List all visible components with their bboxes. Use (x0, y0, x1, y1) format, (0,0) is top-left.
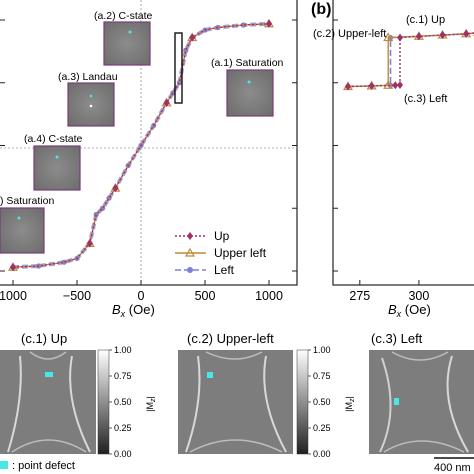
zoom-series-line-upper-left (347, 32, 474, 88)
panel-a: 1000 −500 0 500 1000 (a.2) C-state (a.3) Lan… (0, 0, 298, 319)
colorbar-tick-label: 0.25 (313, 423, 331, 433)
inset-a5: ) Saturation (0, 195, 54, 254)
colorbar-1: 1.00 0.75 0.50 0.25 0.00 |Mz| (97, 345, 157, 459)
legend-label-left: Left (214, 263, 235, 277)
defect-marker (17, 216, 21, 220)
series-group (342, 28, 474, 91)
x-tick-label: 275 (349, 289, 370, 303)
zoom-data-point-upper-left (383, 32, 394, 42)
point-defect-legend: : point defect (12, 460, 75, 472)
legend-label-upper-left: Upper left (214, 246, 267, 260)
a-xlabel: Bx (Oe) (112, 302, 155, 319)
defect-marker (247, 80, 251, 84)
data-point-up (163, 98, 170, 107)
panel-b-frame (332, 0, 474, 286)
inset-a3-label: (a.3) Landau (58, 71, 118, 83)
colorbar-tick-label: 1.00 (114, 345, 132, 355)
colorbar-2: 1.00 0.75 0.50 0.25 0.00 |Mz| (296, 345, 356, 459)
defect-marker (89, 94, 93, 98)
panel-c: (c.1) Up 1.00 0.75 0.50 0.25 0.00 |Mz| (c.2)… (0, 331, 474, 474)
zoom-data-point-up (345, 82, 351, 91)
colorbar-tick-label: 0.00 (114, 449, 132, 459)
zoom-data-point-up (415, 32, 422, 41)
zoom-data-point-upper-left (383, 80, 394, 89)
zoom-series-line-up (347, 32, 474, 88)
colorbar-2-label: |Mz| (344, 396, 356, 412)
inset-a1: (a.1) Saturation (211, 57, 284, 117)
zoom-data-point-up (392, 81, 399, 90)
annot-c2: (c.2) Upper-left (313, 28, 386, 40)
data-point-up (10, 263, 16, 272)
c1-image (0, 350, 96, 454)
defect-marker (207, 372, 213, 378)
annot-c3: (c.3) Left (404, 93, 447, 105)
x-ticks: 1000 −500 0 500 1000 (0, 280, 283, 303)
zoom-box (174, 32, 183, 104)
c1-title: (c.1) Up (21, 331, 67, 346)
inset-a2-label: (a.2) C-state (94, 10, 153, 22)
scalebar-label: 400 nm (434, 462, 471, 474)
panel-b: (b) 275 300 (c.1) Up (c.2) Upper-left (c.… (311, 0, 474, 319)
defect-marker (45, 372, 53, 377)
inset-a2: (a.2) C-state (94, 10, 153, 66)
panel-a-frame (0, 0, 298, 286)
x-tick-label: −500 (63, 289, 91, 303)
zoom-data-point-up (397, 81, 403, 90)
inset-a5-label: ) Saturation (0, 195, 54, 207)
defect-marker (394, 398, 399, 405)
x-tick-label: 1000 (255, 289, 283, 303)
b-xlabel: Bx (Oe) (388, 302, 431, 319)
data-point-up (266, 19, 272, 28)
x-tick-label: 0 (138, 289, 145, 303)
colorbar-tick-label: 0.50 (313, 397, 331, 407)
panel-b-label: (b) (311, 1, 331, 18)
c3-title: (c.3) Left (371, 331, 423, 346)
c2-title: (c.2) Upper-left (187, 331, 274, 346)
x-ticks: 275 300 (349, 280, 429, 303)
colorbar-tick-label: 0.50 (114, 397, 132, 407)
data-point-up (189, 33, 196, 42)
defect-marker (128, 30, 132, 34)
zoom-series-line-left (347, 32, 474, 88)
c3-image (369, 350, 474, 454)
point-defect-swatch (0, 461, 8, 469)
vortex-core (89, 104, 93, 108)
legend-item-upper-left: Upper left (175, 246, 267, 260)
zoom-data-point-up (397, 33, 403, 42)
colorbar-tick-label: 0.25 (114, 423, 132, 433)
zoom-data-point-up (439, 31, 446, 40)
series-line-up (12, 23, 270, 268)
c2-image (178, 350, 293, 454)
colorbar-tick-label: 1.00 (313, 345, 331, 355)
defect-marker (55, 155, 59, 159)
annot-c1: (c.1) Up (406, 14, 445, 26)
data-point-up (112, 184, 119, 193)
colorbar-tick-label: 0.00 (313, 449, 331, 459)
legend-label-up: Up (214, 229, 230, 243)
inset-a1-label: (a.1) Saturation (211, 57, 284, 69)
legend: Up Upper left Left (175, 229, 267, 277)
series-group (7, 18, 275, 272)
legend-item-up: Up (175, 229, 230, 243)
y-ticks (333, 19, 338, 272)
colorbar-tick-label: 0.75 (313, 371, 331, 381)
zoom-data-point-up (368, 81, 375, 90)
legend-item-left: Left (175, 263, 235, 277)
inset-a3: (a.3) Landau (58, 71, 118, 127)
x-tick-label: 300 (408, 289, 429, 303)
zoom-data-point-up (463, 29, 470, 38)
x-tick-label: 500 (195, 289, 216, 303)
x-tick-label: 1000 (0, 289, 27, 303)
colorbar-tick-label: 0.75 (114, 371, 132, 381)
colorbar-1-label: |Mz| (145, 396, 157, 412)
inset-a4: (a.4) C-state (24, 133, 83, 191)
data-point-up (86, 239, 93, 248)
inset-a4-label: (a.4) C-state (24, 133, 83, 145)
